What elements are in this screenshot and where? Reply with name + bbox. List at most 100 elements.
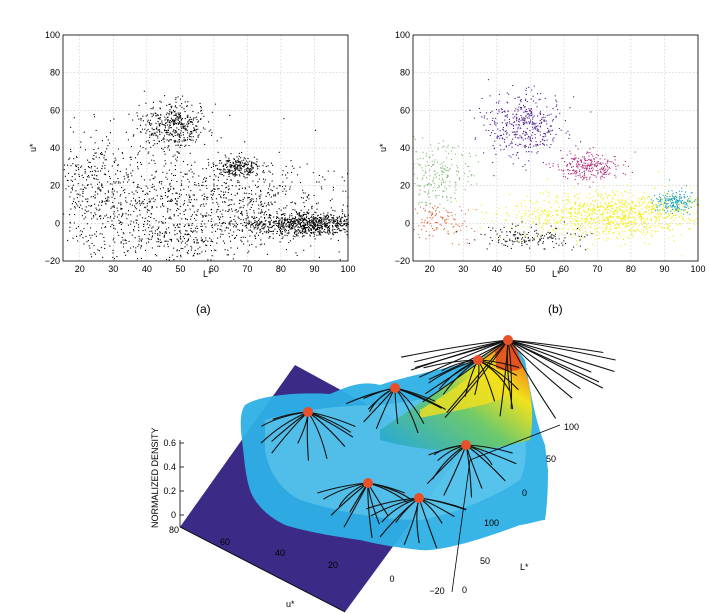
panel-b-point xyxy=(511,141,513,143)
panel-b-point xyxy=(624,202,626,204)
panel-b-point xyxy=(612,216,614,218)
panel-b-point xyxy=(684,185,686,187)
panel-a-point xyxy=(185,129,187,131)
panel-b-point xyxy=(444,165,446,167)
panel-b-point xyxy=(616,236,618,238)
panel-b-point xyxy=(468,165,470,167)
panel-a-point xyxy=(245,219,247,221)
panel-b-point xyxy=(470,175,472,177)
panel-b-point xyxy=(567,199,569,201)
panel-b-point xyxy=(557,223,559,225)
panel-b-point xyxy=(432,164,434,166)
panel-a-point xyxy=(155,113,157,115)
panel-b-point xyxy=(575,175,577,177)
panel-a-point xyxy=(224,222,226,224)
panel-a-point xyxy=(332,189,334,191)
panel-b-point xyxy=(527,220,529,222)
panel-a-point xyxy=(314,229,316,231)
panel-a-point xyxy=(200,213,202,215)
panel-b-point xyxy=(544,219,546,221)
panel-a-point xyxy=(256,216,258,218)
panel-b-point xyxy=(419,186,421,188)
panel-b-point xyxy=(605,163,607,165)
panel-b-point xyxy=(695,198,697,200)
panel-b-point xyxy=(630,221,632,223)
panel-a-point xyxy=(158,140,160,142)
panel-a-point xyxy=(180,117,182,119)
panel-b-point xyxy=(612,211,614,213)
panel-a-point xyxy=(247,222,249,224)
panel-a-point xyxy=(236,156,238,158)
panel-a-point xyxy=(293,220,295,222)
panel-a-point xyxy=(183,160,185,162)
panel-b-point xyxy=(650,233,652,235)
panel-a-point xyxy=(83,228,85,230)
panel-a-point xyxy=(114,182,116,184)
panel-a-point xyxy=(93,252,95,254)
panel-b-point xyxy=(640,213,642,215)
panel-a-point xyxy=(187,239,189,241)
panel-b-point xyxy=(578,157,580,159)
panel-b-point xyxy=(504,111,506,113)
panel-b-point xyxy=(576,220,578,222)
panel-b-point xyxy=(497,136,499,138)
panel-b-point xyxy=(643,231,645,233)
panel-a-point xyxy=(341,222,343,224)
panel-a-point xyxy=(332,221,334,223)
panel-a-point xyxy=(136,128,138,130)
panel-a-point xyxy=(154,176,156,178)
panel-a-point xyxy=(158,124,160,126)
panel-a-point xyxy=(338,228,340,230)
panel-b-point xyxy=(532,121,534,123)
panel-b-point xyxy=(630,201,632,203)
panel-a-point xyxy=(170,126,172,128)
panel-b-point xyxy=(629,211,631,213)
panel-a-point xyxy=(152,106,154,108)
panel-a-point xyxy=(84,186,86,188)
panel-a-point xyxy=(274,221,276,223)
panel-b-point xyxy=(562,216,564,218)
panel-a-point xyxy=(97,249,99,251)
panel-a-point xyxy=(109,245,111,247)
panel-b-point xyxy=(427,164,429,166)
panel-b-point xyxy=(611,201,613,203)
panel-a-point xyxy=(149,179,151,181)
panel-b-point xyxy=(665,185,667,187)
panel-a-point xyxy=(180,130,182,132)
panel-a-point xyxy=(81,200,83,202)
panel-b-point xyxy=(577,161,579,163)
panel-b-point xyxy=(548,191,550,193)
panel-a-point xyxy=(264,223,266,225)
panel-b-point xyxy=(548,215,550,217)
panel-a-point xyxy=(150,124,152,126)
panel-a-point xyxy=(284,234,286,236)
panel-a-point xyxy=(306,163,308,165)
panel-a-point xyxy=(228,208,230,210)
panel-b-point xyxy=(416,212,418,214)
panel-a-point xyxy=(230,179,232,181)
panel-a-point xyxy=(152,114,154,116)
panel-a-point xyxy=(155,128,157,130)
panel-b-point xyxy=(599,196,601,198)
panel-a-point xyxy=(164,146,166,148)
panel-b-point xyxy=(424,191,426,193)
panel-a-point xyxy=(306,212,308,214)
panel-b-point xyxy=(584,218,586,220)
panel-a-point xyxy=(154,112,156,114)
panel-a-point xyxy=(244,171,246,173)
panel-b-point xyxy=(590,212,592,214)
panel-b-point xyxy=(450,150,452,152)
panel-b-point xyxy=(421,221,423,223)
panel-b-point xyxy=(618,206,620,208)
panel-a-point xyxy=(147,121,149,123)
panel-a-xtick: 50 xyxy=(175,264,185,274)
panel-b-point xyxy=(602,162,604,164)
panel-a-point xyxy=(313,222,315,224)
panel-b-point xyxy=(413,163,415,165)
panel-a-point xyxy=(302,215,304,217)
panel-b-point xyxy=(640,214,642,216)
panel-b-point xyxy=(531,214,533,216)
panel-a-point xyxy=(274,201,276,203)
panel-b-point xyxy=(590,168,592,170)
panel-b-point xyxy=(532,213,534,215)
